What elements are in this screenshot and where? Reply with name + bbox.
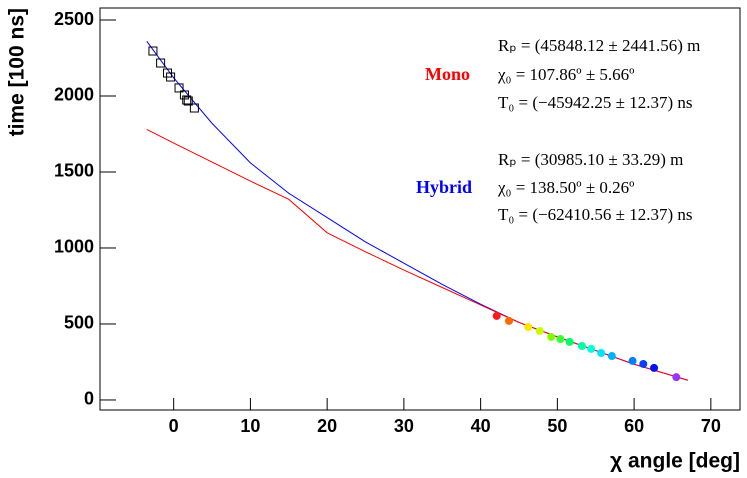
dot-point xyxy=(597,349,606,358)
x-tick-label: 40 xyxy=(471,416,491,436)
dot-point xyxy=(672,373,681,382)
y-tick-label: 1500 xyxy=(54,161,94,181)
plot-frame xyxy=(99,7,741,411)
dot-point xyxy=(556,335,565,344)
dot-point xyxy=(547,333,556,342)
square-point xyxy=(182,95,192,105)
x-tick-label: 10 xyxy=(240,416,260,436)
y-tick-label: 0 xyxy=(84,389,94,409)
dot-point xyxy=(577,342,586,351)
x-tick-label: 0 xyxy=(169,416,179,436)
square-point xyxy=(174,83,184,93)
dot-point xyxy=(505,316,514,325)
formula: T₀ = (−45942.25 ± 12.37) ns xyxy=(498,93,693,112)
x-tick-label: 20 xyxy=(317,416,337,436)
square-point xyxy=(183,96,193,106)
square-point xyxy=(189,103,199,113)
y-tick-label: 1000 xyxy=(54,237,94,257)
x-tick-label: 50 xyxy=(547,416,567,436)
dot-point xyxy=(565,337,574,346)
square-point xyxy=(148,46,158,56)
square-point xyxy=(166,72,176,82)
formula: Rₚ = (45848.12 ± 2441.56) m xyxy=(498,36,700,55)
dot-point xyxy=(650,363,659,372)
dot-point xyxy=(524,323,533,332)
dot-point xyxy=(587,344,596,353)
dot-point xyxy=(492,311,501,320)
x-tick-label: 60 xyxy=(624,416,644,436)
formula: χ₀ = 107.86º ± 5.66º xyxy=(497,65,634,84)
formula: T₀ = (−62410.56 ± 12.37) ns xyxy=(498,205,693,224)
y-tick-label: 500 xyxy=(64,313,94,333)
square-point xyxy=(156,58,166,68)
dot-point xyxy=(535,326,544,335)
formula: χ₀ = 138.50º ± 0.26º xyxy=(497,178,634,197)
y-tick-label: 2500 xyxy=(54,9,94,29)
x-tick-label: 70 xyxy=(701,416,721,436)
y-tick-label: 2000 xyxy=(54,85,94,105)
annotation: Mono xyxy=(425,64,470,84)
dot-point xyxy=(628,356,637,365)
annotation: Hybrid xyxy=(416,177,472,197)
x-tick-label: 30 xyxy=(394,416,414,436)
formula: Rₚ = (30985.10 ± 33.29) m xyxy=(498,150,683,169)
x-axis-title: χ angle [deg] xyxy=(610,450,740,473)
dot-point xyxy=(639,359,648,368)
dot-point xyxy=(607,352,616,361)
y-axis-title: time [100 ns] xyxy=(6,8,29,136)
